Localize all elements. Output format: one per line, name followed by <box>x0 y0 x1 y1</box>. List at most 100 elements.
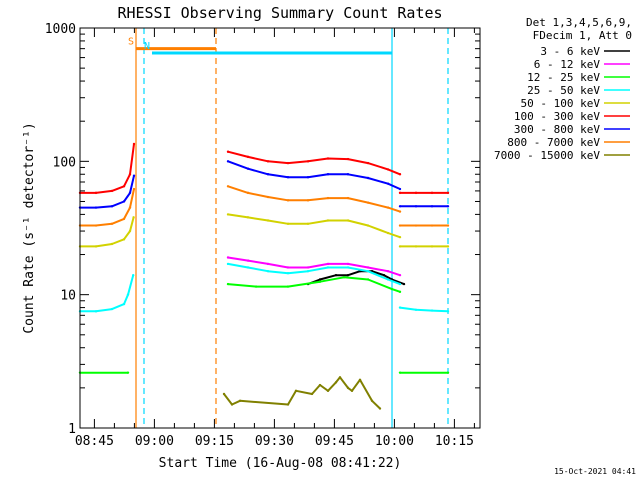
data-point-5-2-4 <box>286 222 290 226</box>
data-point-4-1-4 <box>122 302 126 306</box>
legend-header-2: FDecim 1, Att 0 <box>533 29 632 42</box>
series-line-4-2 <box>227 262 401 286</box>
data-point-2-1-4 <box>286 266 290 269</box>
data-point-8-2-7 <box>346 196 350 200</box>
data-point-7-1-3 <box>110 205 114 208</box>
data-point-5-2-8 <box>366 224 370 227</box>
data-point-9-1-13 <box>358 378 362 381</box>
data-point-4-3-4 <box>446 310 450 313</box>
data-point-7-2-4 <box>286 176 290 179</box>
data-point-1-1-4 <box>346 273 350 277</box>
data-point-7-3-2 <box>414 205 418 208</box>
data-point-8-3-1 <box>398 224 402 227</box>
series-line-3-2 <box>227 276 401 293</box>
data-point-1-1-2 <box>318 278 322 281</box>
series-line-6-1 <box>80 143 135 194</box>
x-axis-label: Start Time (16-Aug-08 08:41:22) <box>159 456 402 471</box>
data-point-8-3-2 <box>414 224 418 227</box>
data-point-9-1-11 <box>346 386 350 390</box>
y-tick-label: 10 <box>60 289 76 304</box>
data-point-8-1-2 <box>94 224 98 227</box>
data-point-8-2-5 <box>306 199 310 202</box>
data-point-5-1-2 <box>94 245 98 248</box>
data-point-2-1-8 <box>366 266 370 269</box>
data-point-8-2-10 <box>398 210 402 213</box>
data-point-7-1-6 <box>132 174 136 177</box>
data-point-6-3-2 <box>414 191 418 195</box>
data-point-8-2-9 <box>386 206 390 209</box>
data-point-9-1-10 <box>338 376 342 379</box>
data-point-6-2-9 <box>386 168 390 171</box>
data-point-9-1-7 <box>318 383 322 387</box>
series-line-6-2 <box>227 150 401 176</box>
data-point-8-2-1 <box>226 185 230 188</box>
data-point-6-2-1 <box>226 150 230 153</box>
data-point-6-2-5 <box>306 160 310 163</box>
legend-header-1: Det 1,3,4,5,6,9, <box>526 16 632 29</box>
data-point-4-2-6 <box>326 266 330 269</box>
data-point-4-2-2 <box>246 266 250 269</box>
data-point-5-2-9 <box>386 231 390 235</box>
data-point-3-2-5 <box>342 276 346 279</box>
legend-entry-label-8: 800 - 7000 keV <box>507 136 600 149</box>
interval-label-s: S <box>128 37 134 48</box>
data-point-7-2-10 <box>398 187 402 191</box>
data-point-9-1-9 <box>334 381 338 384</box>
data-point-4-2-5 <box>306 269 310 273</box>
data-point-1-1-3 <box>334 273 338 277</box>
x-tick-label: 08:45 <box>75 434 114 449</box>
data-point-6-3-1 <box>398 191 402 195</box>
data-point-9-1-8 <box>326 389 330 393</box>
data-point-9-1-12 <box>350 389 354 393</box>
data-point-5-3-4 <box>446 245 450 248</box>
legend-entry-label-3: 12 - 25 keV <box>527 71 600 84</box>
data-point-2-1-10 <box>398 273 402 277</box>
y-tick-label: 1000 <box>45 22 76 37</box>
legend-entry-label-1: 3 - 6 keV <box>540 45 600 58</box>
series-line-8-2 <box>227 185 401 213</box>
data-point-8-3-3 <box>430 224 434 227</box>
data-point-4-1-2 <box>94 310 98 313</box>
legend: Det 1,3,4,5,6,9,FDecim 1, Att 0 3 - 6 keV… <box>494 16 632 162</box>
x-tick-label: 10:15 <box>435 434 474 449</box>
series-line-4-1 <box>80 274 135 313</box>
data-point-7-2-5 <box>306 176 310 179</box>
data-point-9-1-5 <box>294 389 298 393</box>
data-point-2-1-1 <box>226 256 230 259</box>
legend-entry-label-6: 100 - 300 keV <box>514 110 600 123</box>
series-line-9-1 <box>223 376 381 410</box>
data-point-4-2-4 <box>286 271 290 275</box>
data-point-3-2-4 <box>318 280 322 283</box>
data-point-3-3-1 <box>398 371 402 374</box>
footer-timestamp: 15-Oct-2021 04:41 <box>554 467 636 476</box>
data-point-2-1-7 <box>346 262 350 266</box>
series-line-4-3 <box>399 306 449 313</box>
data-point-4-1-3 <box>110 307 114 311</box>
data-point-6-2-10 <box>398 173 402 176</box>
data-point-8-1-4 <box>122 217 126 221</box>
data-point-7-2-9 <box>386 182 390 185</box>
series-line-7-1 <box>80 175 135 209</box>
data-point-5-1-6 <box>132 216 135 219</box>
legend-entry-label-9: 7000 - 15000 keV <box>494 149 600 162</box>
data-point-3-2-3 <box>286 285 290 288</box>
data-point-3-2-6 <box>366 278 370 281</box>
series-line-8-1 <box>80 188 135 227</box>
data-point-9-1-14 <box>370 399 374 402</box>
data-point-6-2-2 <box>246 155 250 159</box>
data-point-2-1-2 <box>246 259 250 262</box>
data-point-7-2-7 <box>346 173 350 176</box>
data-point-8-1-6 <box>132 187 136 191</box>
data-point-5-2-7 <box>346 219 350 222</box>
data-point-3-2-8 <box>398 290 402 294</box>
plot-frame <box>79 27 481 429</box>
data-point-2-1-5 <box>306 266 310 269</box>
data-point-7-1-2 <box>94 206 98 209</box>
data-point-9-1-2 <box>230 403 234 406</box>
data-point-4-2-8 <box>366 269 370 273</box>
data-point-5-3-2 <box>414 245 418 248</box>
data-point-2-1-9 <box>386 269 390 273</box>
data-point-9-1-6 <box>310 392 314 396</box>
